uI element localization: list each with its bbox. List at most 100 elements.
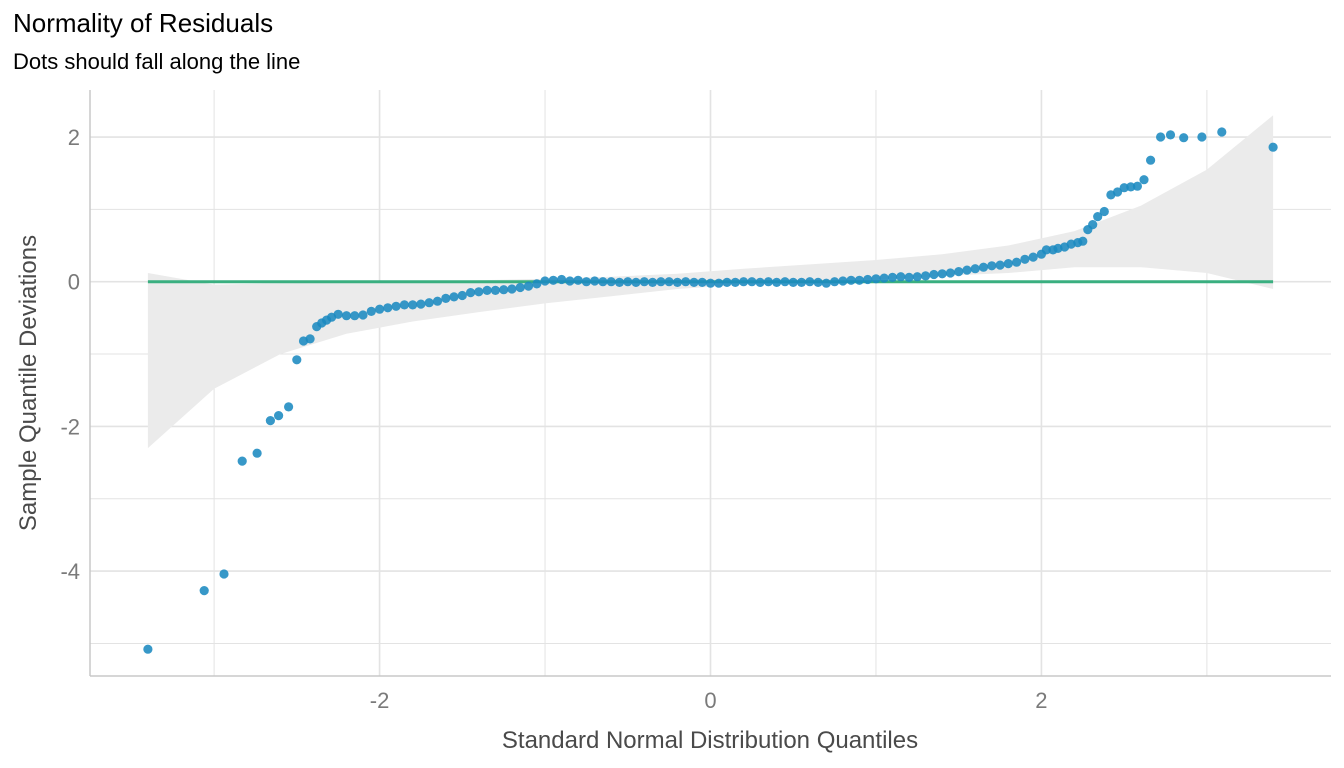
residual-point [219,569,229,579]
residual-point [606,277,616,287]
residual-point [499,285,509,295]
residual-point [648,277,658,287]
residual-point [1268,142,1278,152]
residual-point [705,278,716,288]
residual-point [265,416,275,426]
residual-point [333,309,343,319]
x-tick-label: -2 [370,688,390,713]
residual-point [490,285,500,295]
residual-point [358,310,368,320]
residual-point [1146,155,1156,165]
y-axis-title: Sample Quantile Deviations [15,235,42,531]
residual-point [237,456,247,466]
residual-point [399,300,409,310]
residual-point [1112,187,1123,197]
residual-point [532,279,542,289]
residual-point [548,275,558,285]
residual-point [375,304,385,314]
residual-point [581,277,592,287]
residual-point [912,272,922,282]
residual-point [1088,220,1098,230]
residual-point [292,355,302,365]
residual-point [565,276,575,286]
residual-point [1179,133,1189,143]
residual-point [896,272,906,282]
residual-point [482,285,492,295]
residual-point [1012,257,1022,267]
residual-point [573,275,583,285]
residual-point [1132,181,1142,191]
residual-point [681,277,691,287]
residual-point [846,275,856,285]
residual-point [416,299,426,309]
residual-point [449,292,459,302]
residual-point [1020,254,1030,264]
residual-point [813,277,823,287]
residual-point [697,277,707,287]
residual-point [1217,127,1227,137]
residual-point [945,268,956,278]
residual-point [614,277,625,287]
residual-point [466,288,476,298]
residual-point [639,277,649,287]
residual-point [763,277,774,287]
residual-point [970,264,980,274]
residual-point [739,277,749,287]
residual-point [383,303,393,313]
residual-point [305,334,315,344]
residual-point [341,311,352,321]
chart-subtitle: Dots should fall along the line [13,49,301,74]
residual-point [664,277,674,287]
residual-point [921,271,931,281]
residual-point [772,277,782,287]
residual-point [540,276,550,286]
x-tick-label: 2 [1035,688,1047,713]
residual-points [143,127,1278,654]
residual-point [722,277,732,287]
residual-point [1139,175,1149,185]
residual-point [747,277,757,287]
residual-point [978,262,989,272]
residual-point [656,277,666,287]
residual-point [730,277,740,287]
residual-point [929,269,939,280]
residual-point [199,586,209,596]
residual-point [755,277,765,287]
axis-ticks: -2 0 2 -4 -2 0 2 [60,125,1047,713]
residual-point [507,284,517,294]
residual-point [598,277,608,287]
residual-point [987,261,997,271]
residual-point [408,300,418,310]
residual-point [1028,252,1038,262]
residual-point [623,277,633,287]
residual-point [830,277,840,287]
residual-point [1099,206,1109,217]
residual-point [1165,130,1176,140]
grid [90,90,1331,676]
chart-title: Normality of Residuals [13,8,274,38]
residual-point [995,260,1005,270]
residual-point [457,290,467,301]
residual-point [879,273,889,283]
residual-point [672,277,683,287]
residual-point [143,644,153,654]
residual-point [805,277,815,287]
residual-point [274,411,284,421]
residual-point [863,274,873,285]
residual-point [1197,132,1207,142]
residual-point [1078,236,1088,246]
residual-point [474,287,484,297]
y-tick-label: -2 [60,414,80,439]
residual-point [780,277,790,287]
residual-point [962,265,972,275]
x-tick-label: 0 [704,688,716,713]
residual-point [904,272,914,282]
residual-point [871,274,881,284]
residual-point [515,282,525,293]
residual-point [689,277,699,287]
residual-point [631,277,641,287]
residual-point [1093,212,1103,222]
residual-point [441,293,451,303]
residual-point [366,306,376,316]
